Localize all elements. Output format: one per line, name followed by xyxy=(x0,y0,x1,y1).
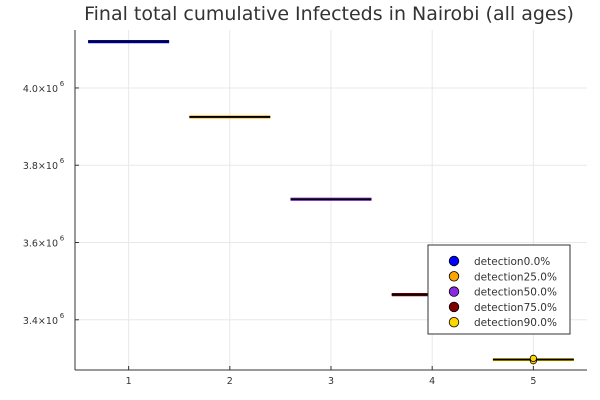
outlier-point xyxy=(529,354,537,363)
y-tick-exponent: 6 xyxy=(60,312,65,320)
y-tick-exponent: 6 xyxy=(60,157,65,165)
x-tick-labels: 1 2 3 4 5 xyxy=(126,366,536,387)
legend-label-4: detection75.0% xyxy=(474,302,557,314)
legend-label-5: detection90.0% xyxy=(474,317,557,329)
y-tick-label: 3.4×10 xyxy=(23,316,58,327)
x-tick-label: 2 xyxy=(227,376,233,387)
legend-marker-2 xyxy=(448,271,460,282)
legend: detection0.0% detection25.0% detection50.0… xyxy=(427,244,571,335)
chart-title: Final total cumulative Infecteds in Nair… xyxy=(84,3,574,25)
y-tick-labels: 3.4×10 63.6×10 63.8×10 64.0×10 6 xyxy=(23,80,79,327)
legend-label-3: detection50.0% xyxy=(474,287,557,299)
x-tick-label: 3 xyxy=(328,376,334,387)
legend-marker-4 xyxy=(448,301,460,313)
y-tick-label: 4.0×10 xyxy=(23,84,58,95)
legend-marker-5 xyxy=(448,317,460,328)
legend-label-2: detection25.0% xyxy=(474,271,557,283)
y-tick-label: 3.6×10 xyxy=(23,239,58,250)
legend-marker-1 xyxy=(448,255,460,267)
y-tick-exponent: 6 xyxy=(60,235,65,243)
legend-label-1: detection0.0% xyxy=(474,256,550,268)
y-tick-label: 3.8×10 xyxy=(23,161,58,172)
y-tick-exponent: 6 xyxy=(60,80,65,88)
x-tick-label: 5 xyxy=(530,376,536,387)
grid-lines xyxy=(75,30,587,370)
legend-marker-3 xyxy=(448,286,460,297)
x-tick-label: 4 xyxy=(429,376,435,387)
x-tick-label: 1 xyxy=(126,376,132,387)
